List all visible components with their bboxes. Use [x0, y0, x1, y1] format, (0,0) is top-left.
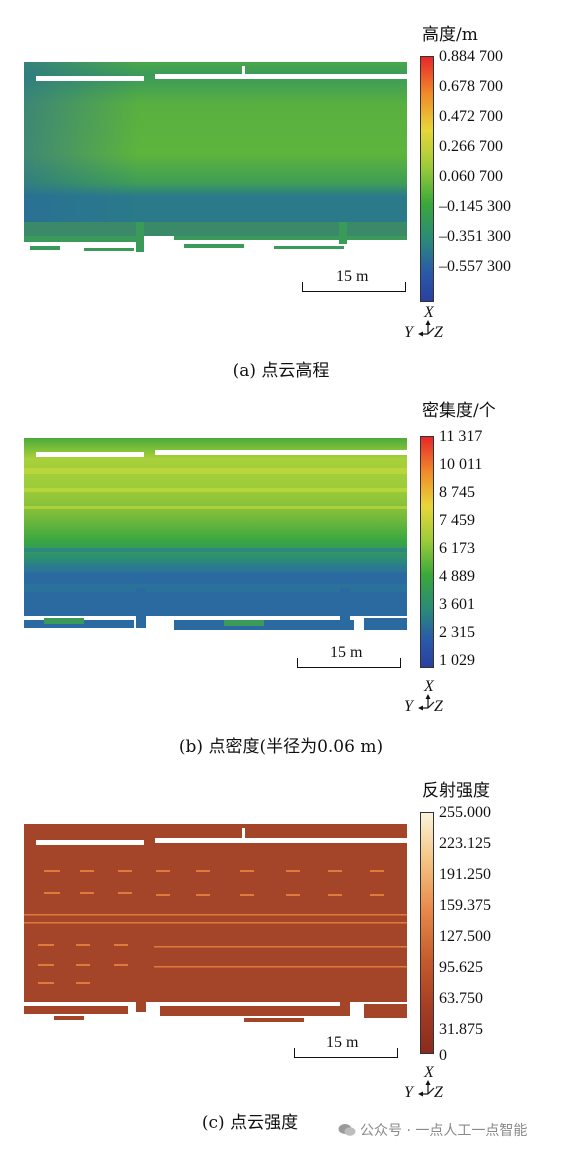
- panel-elevation: 高度/m 0.884 700 0.678 700 0.472 700 0.266…: [0, 0, 562, 381]
- density-tick-3: 8 745: [439, 484, 475, 501]
- axis-y-label: Y: [404, 698, 413, 715]
- axis-z-label: Z: [434, 1084, 443, 1101]
- watermark: 公众号 · 一点人工一点智能: [338, 1120, 527, 1140]
- panel-intensity: 反射强度 255.000 223.125 191.250 159.375 127…: [0, 760, 562, 1152]
- intensity-point-cloud-map: [24, 824, 407, 1024]
- elevation-tick-1: 0.884 700: [439, 48, 503, 65]
- intensity-caption: (c) 点云强度: [201, 1113, 299, 1133]
- density-tick-5: 6 173: [439, 540, 475, 557]
- elevation-scale-label: 15 m: [336, 268, 369, 285]
- watermark-text: 公众号 · 一点人工一点智能: [360, 1123, 528, 1139]
- elevation-legend-title: 高度/m: [422, 25, 478, 45]
- axis-y-label: Y: [404, 324, 413, 341]
- intensity-colorbar: [420, 812, 434, 1054]
- axis-z-label: Z: [434, 698, 443, 715]
- density-tick-7: 3 601: [439, 596, 475, 613]
- elevation-tick-6: –0.145 300: [439, 198, 511, 215]
- intensity-tick-3: 191.250: [439, 866, 491, 883]
- axis-x-label: X: [424, 1064, 434, 1081]
- intensity-tick-4: 159.375: [439, 897, 491, 914]
- elevation-scale-bar: [302, 282, 406, 292]
- density-axis-triad: X Y Z: [404, 678, 452, 718]
- density-legend-title: 密集度/个: [422, 401, 496, 421]
- intensity-axis-triad: X Y Z: [404, 1064, 452, 1104]
- density-scale-label: 15 m: [330, 644, 363, 661]
- intensity-tick-8: 31.875: [439, 1021, 483, 1038]
- intensity-tick-7: 63.750: [439, 990, 483, 1007]
- elevation-tick-7: –0.351 300: [439, 228, 511, 245]
- density-tick-8: 2 315: [439, 624, 475, 641]
- axis-y-label: Y: [404, 1084, 413, 1101]
- density-tick-4: 7 459: [439, 512, 475, 529]
- density-tick-2: 10 011: [439, 456, 483, 473]
- panel-density: 密集度/个 11 317 10 011 8 745 7 459 6 173 4 …: [0, 380, 562, 760]
- intensity-tick-5: 127.500: [439, 928, 491, 945]
- density-colorbar: [420, 436, 434, 668]
- density-caption: (b) 点密度(半径为0.06 m): [178, 737, 384, 757]
- elevation-tick-2: 0.678 700: [439, 78, 503, 95]
- elevation-axis-triad: X Y Z: [404, 304, 452, 344]
- axis-z-label: Z: [434, 324, 443, 341]
- axis-x-label: X: [424, 678, 434, 695]
- elevation-tick-5: 0.060 700: [439, 168, 503, 185]
- elevation-caption: (a) 点云高程: [232, 361, 330, 381]
- wechat-icon: [338, 1123, 356, 1137]
- intensity-scale-label: 15 m: [326, 1034, 359, 1051]
- density-tick-9: 1 029: [439, 652, 475, 669]
- density-tick-6: 4 889: [439, 568, 475, 585]
- density-tick-1: 11 317: [439, 428, 483, 445]
- intensity-tick-6: 95.625: [439, 959, 483, 976]
- elevation-tick-3: 0.472 700: [439, 108, 503, 125]
- intensity-scale-bar: [294, 1048, 398, 1058]
- intensity-tick-1: 255.000: [439, 804, 491, 821]
- elevation-tick-8: –0.557 300: [439, 258, 511, 275]
- axis-x-label: X: [424, 304, 434, 321]
- intensity-legend-title: 反射强度: [422, 781, 490, 801]
- density-scale-bar: [297, 658, 401, 668]
- elevation-point-cloud-map: [24, 62, 407, 262]
- intensity-tick-2: 223.125: [439, 835, 491, 852]
- intensity-tick-9: 0: [439, 1047, 447, 1064]
- elevation-colorbar: [420, 56, 434, 302]
- density-point-cloud-map: [24, 438, 407, 638]
- elevation-tick-4: 0.266 700: [439, 138, 503, 155]
